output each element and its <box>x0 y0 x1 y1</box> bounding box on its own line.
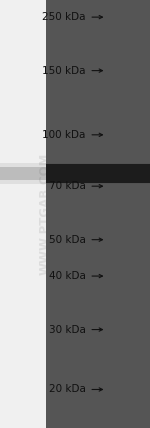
Bar <box>108 100 146 107</box>
Bar <box>108 193 146 200</box>
Bar <box>108 300 146 307</box>
Bar <box>108 0 146 7</box>
Bar <box>108 414 146 421</box>
Bar <box>108 50 146 57</box>
Bar <box>108 185 146 193</box>
Bar <box>108 78 146 86</box>
Bar <box>108 335 146 342</box>
Bar <box>108 321 146 328</box>
Bar <box>108 128 146 136</box>
Bar <box>108 121 146 128</box>
Text: 50 kDa: 50 kDa <box>49 235 86 245</box>
Bar <box>108 399 146 407</box>
Bar <box>108 64 146 71</box>
Text: 100 kDa: 100 kDa <box>42 130 86 140</box>
Bar <box>108 257 146 264</box>
Text: 40 kDa: 40 kDa <box>49 271 86 281</box>
Bar <box>45 0 146 428</box>
Bar <box>108 235 146 243</box>
Bar <box>108 342 146 350</box>
Bar <box>108 200 146 207</box>
Bar <box>108 307 146 314</box>
Bar <box>108 264 146 271</box>
Bar <box>108 371 146 378</box>
Bar <box>108 421 146 428</box>
Bar <box>108 29 146 36</box>
Text: 150 kDa: 150 kDa <box>42 65 86 76</box>
Bar <box>108 164 146 171</box>
Bar <box>108 292 146 300</box>
Bar <box>108 278 146 285</box>
Bar <box>108 143 146 150</box>
Bar <box>108 178 146 185</box>
Bar <box>108 385 146 392</box>
Bar <box>108 157 146 164</box>
Bar <box>108 314 146 321</box>
Bar <box>108 36 146 43</box>
Bar <box>108 93 146 100</box>
Bar <box>108 43 146 50</box>
Text: 250 kDa: 250 kDa <box>42 12 86 22</box>
Text: 20 kDa: 20 kDa <box>49 384 86 395</box>
Bar <box>0 166 150 180</box>
Bar <box>108 57 146 64</box>
Bar <box>108 150 146 157</box>
Bar <box>0 163 150 184</box>
Bar <box>108 350 146 357</box>
Bar <box>108 364 146 371</box>
Bar <box>108 21 146 29</box>
Bar <box>108 328 146 335</box>
Bar <box>108 271 146 278</box>
Text: 70 kDa: 70 kDa <box>49 181 86 191</box>
Bar <box>108 114 146 121</box>
Bar <box>108 207 146 214</box>
Bar <box>108 357 146 364</box>
Bar <box>108 392 146 399</box>
Bar <box>108 228 146 235</box>
Bar <box>108 214 146 221</box>
Bar <box>108 285 146 292</box>
Bar <box>108 71 146 78</box>
Bar <box>108 221 146 228</box>
Bar <box>108 107 146 114</box>
Text: WWW.PTGAB.COM: WWW.PTGAB.COM <box>39 153 51 275</box>
Bar <box>108 14 146 21</box>
Bar <box>108 7 146 14</box>
Bar <box>108 243 146 250</box>
Bar <box>108 86 146 93</box>
Bar <box>108 171 146 178</box>
Bar <box>108 136 146 143</box>
Text: 30 kDa: 30 kDa <box>49 324 86 335</box>
Bar <box>45 163 150 183</box>
Bar <box>108 378 146 385</box>
Bar <box>108 407 146 414</box>
Bar <box>108 250 146 257</box>
